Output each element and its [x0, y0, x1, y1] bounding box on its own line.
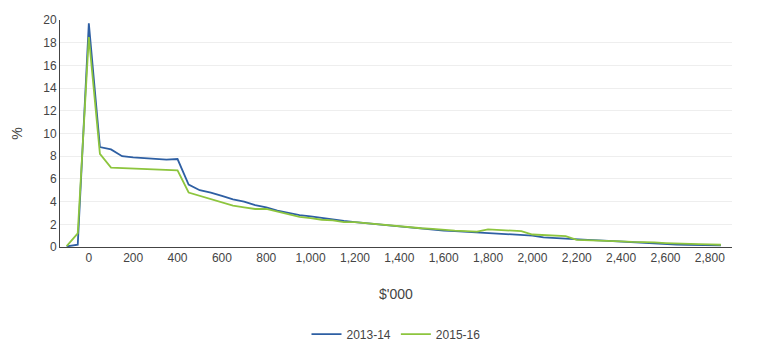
svg-text:1,000: 1,000 — [296, 251, 326, 265]
svg-text:0: 0 — [50, 240, 57, 254]
svg-text:4: 4 — [50, 195, 57, 209]
svg-text:8: 8 — [50, 149, 57, 163]
svg-text:600: 600 — [212, 251, 232, 265]
svg-text:%: % — [9, 127, 25, 139]
svg-text:2,400: 2,400 — [606, 251, 636, 265]
svg-text:18: 18 — [43, 36, 57, 50]
svg-text:$'000: $'000 — [379, 286, 413, 302]
svg-text:1,400: 1,400 — [384, 251, 414, 265]
svg-text:2: 2 — [50, 218, 57, 232]
svg-text:2015-16: 2015-16 — [436, 328, 480, 342]
svg-text:1,600: 1,600 — [429, 251, 459, 265]
svg-text:1,800: 1,800 — [473, 251, 503, 265]
svg-text:10: 10 — [43, 127, 57, 141]
svg-text:2,600: 2,600 — [650, 251, 680, 265]
svg-text:6: 6 — [50, 172, 57, 186]
svg-text:20: 20 — [43, 13, 57, 27]
svg-text:0: 0 — [85, 251, 92, 265]
svg-text:14: 14 — [43, 81, 57, 95]
svg-text:2,800: 2,800 — [695, 251, 725, 265]
svg-text:2,000: 2,000 — [517, 251, 547, 265]
svg-text:16: 16 — [43, 59, 57, 73]
svg-text:400: 400 — [168, 251, 188, 265]
svg-text:800: 800 — [256, 251, 276, 265]
svg-text:200: 200 — [123, 251, 143, 265]
svg-text:1,200: 1,200 — [340, 251, 370, 265]
svg-text:2,200: 2,200 — [562, 251, 592, 265]
svg-text:12: 12 — [43, 104, 57, 118]
svg-text:2013-14: 2013-14 — [347, 328, 391, 342]
